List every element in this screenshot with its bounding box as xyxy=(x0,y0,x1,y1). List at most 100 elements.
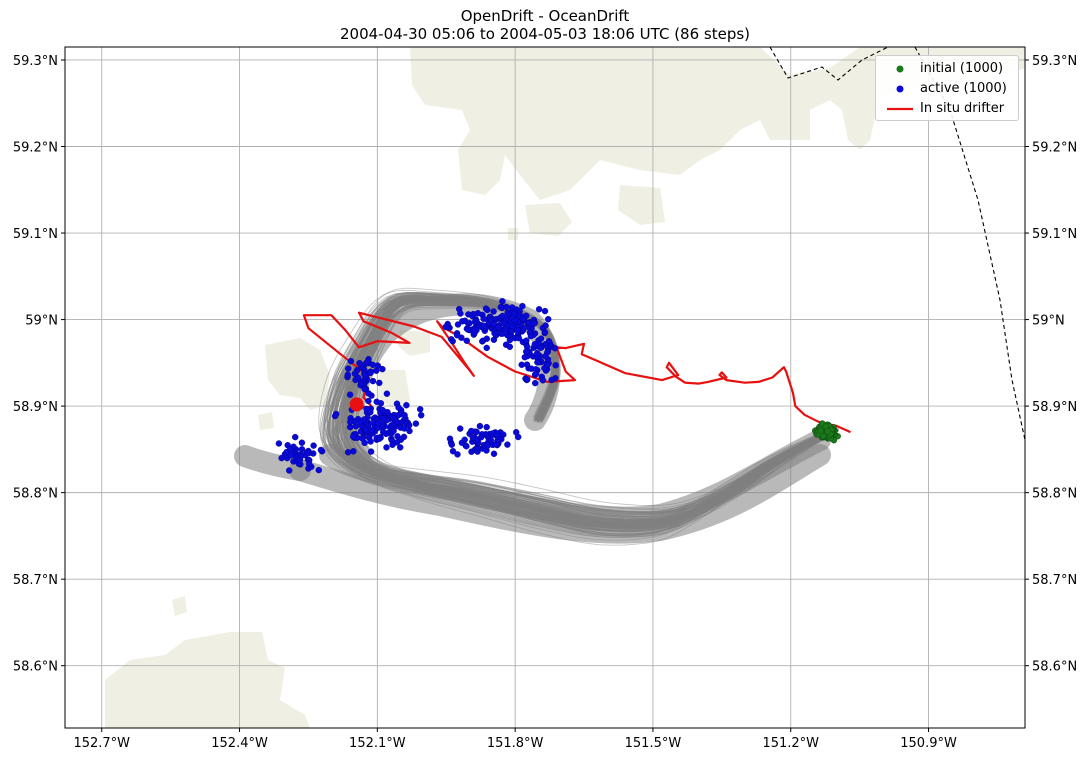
boundary-line-north xyxy=(769,47,889,81)
active-particle xyxy=(379,406,386,414)
land-patch-4 xyxy=(105,632,310,728)
active-particle xyxy=(344,449,352,456)
active-particle xyxy=(523,348,530,355)
active-particle xyxy=(484,442,491,449)
lat-tick-label-left: 59.3°N xyxy=(13,54,58,69)
boundary-layer xyxy=(769,47,1025,441)
active-particle xyxy=(401,412,408,419)
legend-item-active: active (1000) xyxy=(876,79,1020,99)
axis-ticks: 152.7°W 152.4°W 152.1°W 151.8°W 151.5°W 151.2… xyxy=(13,54,1077,751)
legend-item-drifter: In situ drifter xyxy=(876,99,1020,119)
active-particle xyxy=(493,441,500,448)
land-patch-2 xyxy=(525,203,572,236)
land-patch-0 xyxy=(410,47,1025,200)
active-particle xyxy=(303,449,311,456)
active-particle xyxy=(448,441,455,448)
plot-frame xyxy=(64,46,1026,729)
land-patch-3 xyxy=(508,228,518,240)
lat-tick-label-left: 59.2°N xyxy=(13,141,58,156)
lon-tick-label: 151.8°W xyxy=(487,736,544,751)
trajectory-core xyxy=(289,444,831,544)
active-particle xyxy=(509,322,516,330)
active-particle xyxy=(365,397,372,405)
active-particle xyxy=(369,377,377,385)
active-particle xyxy=(499,330,506,337)
active-particle xyxy=(417,406,424,413)
active-particle xyxy=(470,310,477,318)
lat-tick-label-left: 59.1°N xyxy=(13,227,58,242)
active-particle xyxy=(468,427,475,435)
active-particle xyxy=(483,423,490,431)
drifter-layer xyxy=(302,311,851,434)
active-particle xyxy=(287,452,294,459)
trajectory-core xyxy=(319,429,831,529)
lat-tick-label-right: 59.3°N xyxy=(1032,54,1077,69)
active-particle xyxy=(369,361,377,369)
active-particle xyxy=(504,441,511,448)
lat-tick-label-left: 58.8°N xyxy=(13,487,58,502)
lat-tick-label-left: 58.9°N xyxy=(13,400,58,415)
active-particle xyxy=(542,353,549,360)
active-particle xyxy=(521,354,528,361)
green-dot-icon xyxy=(896,65,904,73)
active-particle xyxy=(358,380,366,387)
active-particle xyxy=(548,376,555,384)
active-particle xyxy=(356,360,363,367)
active-particle xyxy=(292,433,299,441)
active-particle xyxy=(463,443,470,450)
active-particle xyxy=(457,425,464,432)
active-particle xyxy=(531,341,538,348)
active-particle xyxy=(310,450,317,457)
active-particle xyxy=(545,338,553,345)
active-particle xyxy=(350,433,357,440)
land-patch-8 xyxy=(378,370,410,410)
lat-tick-label-left: 58.7°N xyxy=(13,573,58,588)
red-line-icon xyxy=(887,107,913,111)
active-particle xyxy=(466,319,473,327)
active-particle xyxy=(480,315,487,322)
active-particle xyxy=(532,370,540,377)
active-particle xyxy=(490,450,498,457)
lon-tick-label: 151.2°W xyxy=(762,736,819,751)
active-particle xyxy=(523,337,530,344)
active-particle xyxy=(483,335,490,342)
lat-tick-label-left: 59°N xyxy=(25,314,58,329)
active-particle xyxy=(286,467,293,474)
lat-tick-label-right: 58.8°N xyxy=(1032,487,1077,502)
active-particle xyxy=(362,426,369,433)
active-particle xyxy=(519,315,527,322)
active-particle xyxy=(457,310,464,317)
active-particle xyxy=(275,440,283,447)
active-particle xyxy=(347,418,354,426)
active-particle xyxy=(490,308,497,315)
land-patch-9 xyxy=(398,330,430,356)
active-particle xyxy=(454,451,461,458)
active-particle xyxy=(502,325,509,333)
active-particle xyxy=(503,303,510,311)
active-particle xyxy=(383,444,390,451)
active-particle xyxy=(361,371,368,379)
active-particle xyxy=(515,334,522,342)
active-particle xyxy=(515,433,522,441)
plot-subtitle: 2004-04-30 05:06 to 2004-05-03 18:06 UTC… xyxy=(339,25,751,43)
active-particle xyxy=(535,306,543,313)
lat-tick-label-right: 59.2°N xyxy=(1032,141,1077,156)
active-particle xyxy=(346,391,354,398)
active-particle xyxy=(541,307,549,315)
active-particle xyxy=(482,305,490,312)
active-particle xyxy=(305,460,313,467)
lat-tick-label-left: 58.6°N xyxy=(13,660,58,675)
active-particle xyxy=(552,362,559,369)
active-particle xyxy=(495,324,502,331)
active-particle xyxy=(406,422,413,429)
active-particle xyxy=(367,438,374,445)
trajectory-core xyxy=(234,445,311,481)
active-particle xyxy=(490,320,497,328)
lat-tick-label-right: 58.9°N xyxy=(1032,400,1077,415)
active-particle xyxy=(315,466,322,474)
legend-item-initial: initial (1000) xyxy=(876,59,1020,79)
active-particle xyxy=(453,332,461,339)
active-particles xyxy=(275,298,559,474)
lon-tick-label: 152.1°W xyxy=(349,736,406,751)
